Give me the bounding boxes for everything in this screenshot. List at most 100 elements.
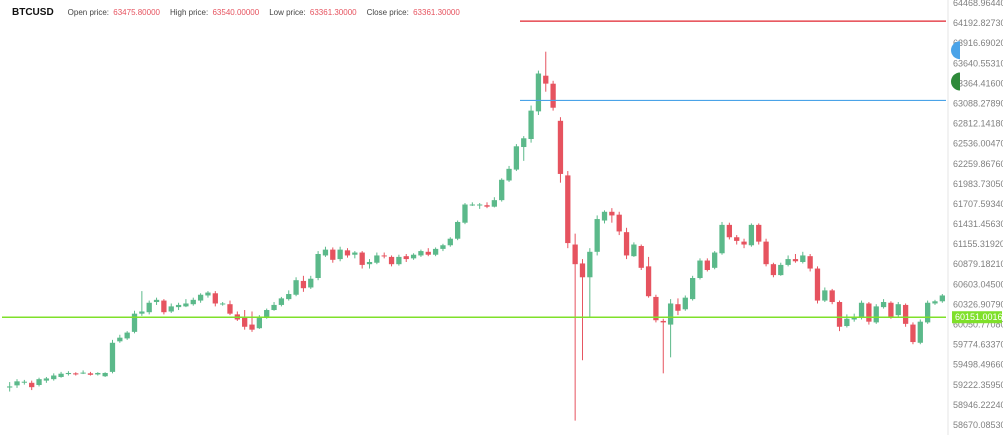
candle-body-up[interactable] <box>43 378 50 381</box>
candle-body-down[interactable] <box>741 241 747 245</box>
candle-body-up[interactable] <box>513 146 520 170</box>
candle-body-up[interactable] <box>36 379 42 385</box>
candle-body-down[interactable] <box>623 232 630 256</box>
candle-body-up[interactable] <box>168 306 174 312</box>
candle-body-up[interactable] <box>322 249 329 256</box>
candle-body-up[interactable] <box>778 264 784 276</box>
candle-body-down[interactable] <box>807 256 813 269</box>
candle-body-up[interactable] <box>205 292 211 296</box>
candle-body-up[interactable] <box>939 295 945 302</box>
candle-body-up[interactable] <box>462 204 468 223</box>
candle-body-up[interactable] <box>183 303 189 307</box>
candle-body-down[interactable] <box>653 296 659 321</box>
candle-body-up[interactable] <box>521 138 527 148</box>
candle-body-up[interactable] <box>117 337 123 342</box>
candle-body-down[interactable] <box>550 83 556 108</box>
candle-body-up[interactable] <box>491 200 498 207</box>
candle-body-up[interactable] <box>682 297 688 310</box>
candle-body-down[interactable] <box>242 317 248 327</box>
candle-body-up[interactable] <box>594 219 600 252</box>
candle-body-up[interactable] <box>7 386 13 388</box>
candle-body-up[interactable] <box>528 110 534 140</box>
candle-body-up[interactable] <box>153 299 160 303</box>
candle-body-up[interactable] <box>822 290 828 301</box>
candle-body-up[interactable] <box>14 381 20 386</box>
candle-body-down[interactable] <box>565 175 571 244</box>
candle-body-up[interactable] <box>286 294 292 300</box>
candle-body-down[interactable] <box>300 280 307 289</box>
candle-body-down[interactable] <box>249 324 255 330</box>
candle-body-down[interactable] <box>660 320 666 323</box>
candle-body-up[interactable] <box>146 302 152 313</box>
candle-body-down[interactable] <box>543 75 549 84</box>
candle-body-up[interactable] <box>917 321 923 343</box>
candle-body-down[interactable] <box>87 373 94 375</box>
candle-body-up[interactable] <box>256 318 263 329</box>
candle-body-down[interactable] <box>425 251 431 255</box>
candle-body-up[interactable] <box>95 372 101 375</box>
candle-body-down[interactable] <box>29 382 35 388</box>
blue-marker-icon[interactable] <box>951 41 960 60</box>
candle-body-down[interactable] <box>403 256 409 260</box>
candle-body-down[interactable] <box>756 224 762 242</box>
candle-body-down[interactable] <box>836 302 843 327</box>
candle-body-down[interactable] <box>902 304 909 324</box>
candle-body-up[interactable] <box>396 256 402 265</box>
candle-body-up[interactable] <box>895 304 901 316</box>
green-marker-icon[interactable] <box>951 72 960 91</box>
candle-body-up[interactable] <box>601 211 608 221</box>
candle-body-up[interactable] <box>131 313 138 332</box>
candle-body-up[interactable] <box>924 302 931 323</box>
candle-body-up[interactable] <box>785 259 791 265</box>
candle-body-up[interactable] <box>689 278 696 300</box>
candle-body-up[interactable] <box>851 317 857 320</box>
candle-body-up[interactable] <box>477 204 483 206</box>
candle-body-up[interactable] <box>631 244 637 257</box>
candle-body-down[interactable] <box>704 260 710 271</box>
candle-body-up[interactable] <box>748 224 755 246</box>
candle-body-up[interactable] <box>58 373 64 377</box>
candle-body-up[interactable] <box>506 168 512 181</box>
candle-body-up[interactable] <box>667 303 674 325</box>
candle-body-down[interactable] <box>726 224 733 238</box>
candle-body-down[interactable] <box>572 244 578 265</box>
candle-body-up[interactable] <box>374 255 380 263</box>
candle-body-up[interactable] <box>697 260 703 279</box>
candle-body-down[interactable] <box>344 250 351 256</box>
candle-body-up[interactable] <box>271 304 277 311</box>
candle-body-down[interactable] <box>770 264 777 276</box>
candle-body-down[interactable] <box>227 304 233 314</box>
candle-body-down[interactable] <box>734 237 740 241</box>
candle-body-up[interactable] <box>337 249 343 260</box>
candle-body-up[interactable] <box>175 304 182 308</box>
candle-body-down[interactable] <box>388 256 395 265</box>
candle-body-up[interactable] <box>109 342 116 372</box>
candle-body-down[interactable] <box>579 263 586 278</box>
candle-body-down[interactable] <box>330 249 336 260</box>
candle-body-up[interactable] <box>873 306 879 323</box>
candle-body-down[interactable] <box>910 324 916 343</box>
candle-body-up[interactable] <box>432 248 439 255</box>
candle-body-down[interactable] <box>888 302 894 317</box>
candle-body-up[interactable] <box>712 252 718 268</box>
candle-body-down[interactable] <box>645 266 652 297</box>
candle-body-up[interactable] <box>587 251 593 278</box>
candle-body-up[interactable] <box>880 302 887 308</box>
candle-body-up[interactable] <box>124 332 130 339</box>
candle-body-up[interactable] <box>800 255 806 262</box>
candle-body-down[interactable] <box>763 241 769 265</box>
candle-body-up[interactable] <box>308 278 314 288</box>
candle-body-up[interactable] <box>190 299 196 305</box>
candle-body-up[interactable] <box>440 245 446 249</box>
candle-body-down[interactable] <box>161 300 167 313</box>
candle-body-down[interactable] <box>616 214 622 232</box>
candle-body-up[interactable] <box>65 372 72 375</box>
candle-body-down[interactable] <box>73 373 79 375</box>
candle-body-up[interactable] <box>264 310 270 318</box>
candle-body-up[interactable] <box>197 294 204 301</box>
candle-body-down[interactable] <box>557 120 564 174</box>
candle-body-down[interactable] <box>814 268 821 301</box>
candle-body-up[interactable] <box>102 372 108 377</box>
